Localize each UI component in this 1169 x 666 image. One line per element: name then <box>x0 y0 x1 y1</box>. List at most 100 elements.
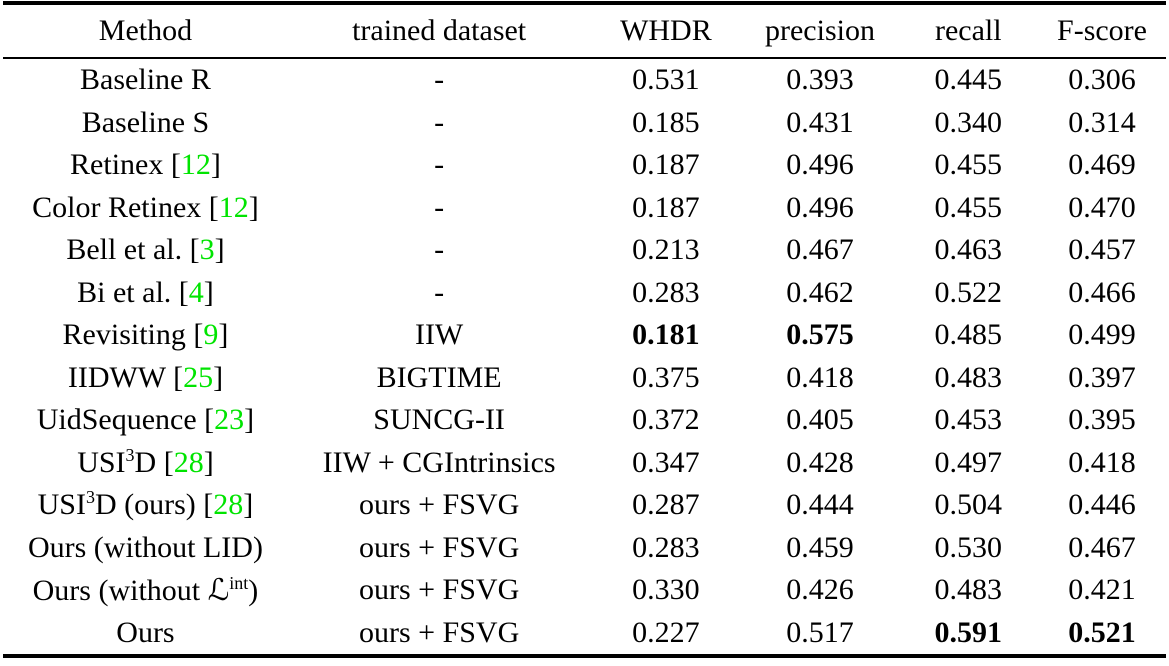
whdr-cell: 0.187 <box>632 148 700 182</box>
method-name-suffix: ] <box>214 233 225 267</box>
method-name: Revisiting [ <box>62 318 204 352</box>
precision-cell: 0.393 <box>786 63 854 97</box>
method-name: Color Retinex [ <box>32 190 219 224</box>
table-row: IIDWW [25] BIGTIME 0.375 0.418 0.483 0.3… <box>3 357 1166 400</box>
dataset-cell: ours + FSVG <box>358 488 520 522</box>
fscore-cell: 0.457 <box>1068 233 1136 267</box>
fscore-cell: 0.470 <box>1068 190 1136 224</box>
dataset-cell: IIW + CGIntrinsics <box>322 445 556 479</box>
dataset-cell: ours + FSVG <box>358 573 520 607</box>
citation-link[interactable]: 25 <box>183 360 214 394</box>
table-row: Ours (without LID) ours + FSVG 0.283 0.4… <box>3 527 1166 570</box>
precision-cell: 0.426 <box>786 573 854 607</box>
whdr-cell: 0.185 <box>632 105 700 139</box>
recall-cell: 0.453 <box>934 403 1003 437</box>
method-cell: Ours (without LID) <box>3 527 288 570</box>
method-cell: Baseline S <box>3 102 288 145</box>
method-name: Ours (without <box>32 573 208 607</box>
whdr-cell: 0.283 <box>632 275 700 309</box>
method-cell: IIDWW [25] <box>3 357 288 400</box>
method-name: Ours <box>116 615 175 649</box>
fscore-cell: 0.446 <box>1068 488 1136 522</box>
whdr-cell: 0.375 <box>632 360 700 394</box>
table-header: Method trained dataset WHDR precision re… <box>3 3 1166 59</box>
whdr-cell: 0.213 <box>632 233 700 267</box>
citation-link[interactable]: 28 <box>173 445 204 479</box>
citation-link[interactable]: 9 <box>203 318 219 352</box>
method-superscript: 3 <box>125 444 135 465</box>
method-cell: Baseline R <box>3 58 288 102</box>
citation-link[interactable]: 23 <box>214 403 245 437</box>
whdr-cell: 0.531 <box>632 63 700 97</box>
method-name-suffix: ] <box>244 403 255 437</box>
citation-link[interactable]: 3 <box>199 233 215 267</box>
table-row: Baseline S - 0.185 0.431 0.340 0.314 <box>3 102 1166 145</box>
method-cell: Ours <box>3 612 288 657</box>
recall-cell: 0.445 <box>934 63 1003 97</box>
column-header-precision: precision <box>741 3 899 59</box>
column-header-recall: recall <box>898 3 1039 59</box>
method-name: Bi et al. [ <box>77 275 189 309</box>
method-name: Retinex [ <box>70 148 181 182</box>
dataset-cell: - <box>434 275 445 309</box>
dataset-cell: - <box>434 105 445 139</box>
whdr-cell: 0.287 <box>632 488 700 522</box>
dataset-cell: ours + FSVG <box>358 530 520 564</box>
method-cell: Retinex [12] <box>3 144 288 187</box>
precision-cell: 0.459 <box>786 530 854 564</box>
fscore-cell: 0.499 <box>1068 318 1136 352</box>
method-name-suffix: ] <box>218 318 229 352</box>
table-row: Bell et al. [3] - 0.213 0.467 0.463 0.45… <box>3 229 1166 272</box>
fscore-cell: 0.306 <box>1068 63 1136 97</box>
method-name-suffix: ) <box>248 573 259 607</box>
method-name-suffix: ] <box>248 190 259 224</box>
table-body: Baseline R - 0.531 0.393 0.445 0.306 Bas… <box>3 58 1166 656</box>
recall-cell: 0.455 <box>934 190 1003 224</box>
method-name: Baseline R <box>80 63 211 97</box>
method-name: USI <box>77 445 126 479</box>
whdr-cell: 0.283 <box>632 530 700 564</box>
dataset-cell: - <box>434 148 445 182</box>
table-row: USI3D (ours) [28] ours + FSVG 0.287 0.44… <box>3 484 1166 527</box>
whdr-cell: 0.372 <box>632 403 700 437</box>
citation-link[interactable]: 4 <box>188 275 204 309</box>
dataset-cell: SUNCG-II <box>373 403 505 437</box>
fscore-cell: 0.421 <box>1068 573 1136 607</box>
precision-cell: 0.467 <box>786 233 854 267</box>
method-name-suffix: ] <box>203 445 214 479</box>
recall-cell: 0.455 <box>934 148 1003 182</box>
method-cell: Revisiting [9] <box>3 314 288 357</box>
method-cell: Color Retinex [12] <box>3 187 288 230</box>
precision-cell: 0.517 <box>786 615 854 649</box>
recall-cell: 0.483 <box>934 573 1003 607</box>
citation-link[interactable]: 28 <box>213 488 244 522</box>
fscore-cell: 0.397 <box>1068 360 1136 394</box>
fscore-cell: 0.467 <box>1068 530 1136 564</box>
precision-cell: 0.496 <box>786 148 854 182</box>
column-header-fscore: F-score <box>1038 3 1166 59</box>
fscore-cell: 0.469 <box>1068 148 1136 182</box>
method-cell: UidSequence [23] <box>3 399 288 442</box>
table-row: Ours (without ℒint) ours + FSVG 0.330 0.… <box>3 569 1166 612</box>
citation-link[interactable]: 12 <box>180 148 211 182</box>
precision-cell: 0.428 <box>786 445 854 479</box>
recall-cell: 0.497 <box>934 445 1003 479</box>
whdr-cell: 0.330 <box>632 573 700 607</box>
recall-cell: 0.483 <box>934 360 1003 394</box>
precision-cell: 0.431 <box>786 105 854 139</box>
method-name: Ours (without LID) <box>27 530 263 564</box>
fscore-cell: 0.521 <box>1068 615 1136 649</box>
method-cell: Bi et al. [4] <box>3 272 288 315</box>
recall-cell: 0.530 <box>934 530 1003 564</box>
citation-link[interactable]: 12 <box>218 190 249 224</box>
precision-cell: 0.575 <box>786 318 854 352</box>
table-row: USI3D [28] IIW + CGIntrinsics 0.347 0.42… <box>3 442 1166 485</box>
method-name-suffix: ] <box>210 148 221 182</box>
dataset-cell: - <box>434 190 445 224</box>
method-name: D (ours) [ <box>94 488 214 522</box>
method-name: IIDWW [ <box>67 360 184 394</box>
table-row: Revisiting [9] IIW 0.181 0.575 0.485 0.4… <box>3 314 1166 357</box>
precision-cell: 0.418 <box>786 360 854 394</box>
precision-cell: 0.496 <box>786 190 854 224</box>
method-name: USI <box>37 488 86 522</box>
